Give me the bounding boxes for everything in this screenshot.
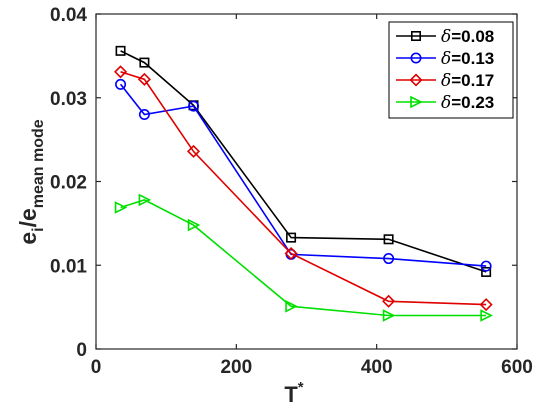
legend-symbol-4: δ <box>441 93 451 113</box>
series-2-point-1 <box>115 78 127 90</box>
legend-value-1: =0.08 <box>451 27 494 46</box>
legend-label-4: δ=0.23 <box>441 93 494 113</box>
svg-text:ei/emean mode: ei/emean mode <box>15 119 47 244</box>
y-axis-label-main: e <box>15 232 41 245</box>
series-1-point-1 <box>115 45 126 56</box>
series-1 <box>115 45 492 277</box>
x-tick-label-4: 600 <box>501 357 533 378</box>
legend-value-4: =0.23 <box>451 93 494 112</box>
series-1-point-2 <box>139 57 150 68</box>
series-1-point-4 <box>286 232 297 243</box>
axes-layer <box>95 13 518 350</box>
series-3-point-4 <box>284 246 298 261</box>
legend-symbol-1: δ <box>441 27 451 47</box>
series-1-point-5 <box>383 234 394 245</box>
legend-value-3: =0.17 <box>451 71 494 90</box>
legend-value-2: =0.13 <box>451 49 494 68</box>
x-tick-label-3: 400 <box>361 357 393 378</box>
series-4-point-4 <box>285 299 298 313</box>
series-4-point-1 <box>114 201 128 214</box>
y-tick-label-3: 0.02 <box>50 173 87 194</box>
series-4 <box>114 193 493 322</box>
svg-text:T*: T* <box>284 379 303 407</box>
series-2-point-2 <box>138 109 150 121</box>
series-3-point-6 <box>479 298 493 312</box>
legend-entry-1: δ=0.08 <box>396 27 494 47</box>
legend-label-1: δ=0.08 <box>441 27 494 47</box>
legend: δ=0.08δ=0.13δ=0.17δ=0.23 <box>388 21 514 119</box>
legend-symbol-2: δ <box>441 49 451 69</box>
series-3-point-5 <box>382 294 396 308</box>
x-tick-label-2: 200 <box>220 357 252 378</box>
series-3 <box>114 65 493 312</box>
x-axis-label-sup: * <box>298 379 304 396</box>
legend-entry-3: δ=0.17 <box>396 71 494 91</box>
x-axis-label: T* <box>284 379 303 407</box>
y-axis-label: ei/emean mode <box>15 119 47 244</box>
legend-entry-2: δ=0.13 <box>396 49 494 69</box>
series-2-point-6 <box>480 260 492 272</box>
legend-marker-1 <box>410 30 421 41</box>
legend-label-3: δ=0.17 <box>441 71 494 91</box>
series-4-point-5 <box>382 309 396 322</box>
y-axis-label-sep: /e <box>15 208 41 227</box>
series-2-point-5 <box>383 253 395 265</box>
x-axis-label-main: T <box>284 382 298 407</box>
series-2-point-3 <box>188 100 200 112</box>
series-3-point-3 <box>187 144 201 158</box>
series-1-point-6 <box>481 266 492 277</box>
y-tick-label-4: 0.03 <box>50 89 87 110</box>
series-4-point-2 <box>138 193 152 207</box>
y-tick-label-1: 0 <box>76 340 87 361</box>
legend-entry-4: δ=0.23 <box>396 93 494 113</box>
series-4-point-3 <box>187 218 201 232</box>
y-axis-label-sub2: mean mode <box>30 119 47 208</box>
series-4-point-6 <box>480 309 493 322</box>
legend-marker-2 <box>410 52 422 64</box>
legend-label-2: δ=0.13 <box>441 49 494 69</box>
legend-marker-4 <box>410 95 423 109</box>
legend-marker-3 <box>409 73 423 87</box>
y-tick-label-5: 0.04 <box>50 5 87 26</box>
y-tick-label-2: 0.01 <box>50 256 87 277</box>
x-tick-label-1: 0 <box>91 357 102 378</box>
series-4-line <box>120 199 487 317</box>
series-layer <box>114 45 493 322</box>
series-3-point-1 <box>114 65 128 79</box>
y-axis-label-sub1: i <box>30 227 47 231</box>
series-2-line <box>119 83 487 267</box>
legend-symbol-3: δ <box>441 71 451 91</box>
series-3-point-2 <box>137 72 151 86</box>
tick-labels-layer: 0 200 400 600 0 0.01 0.02 0.03 0.04 <box>50 5 533 378</box>
